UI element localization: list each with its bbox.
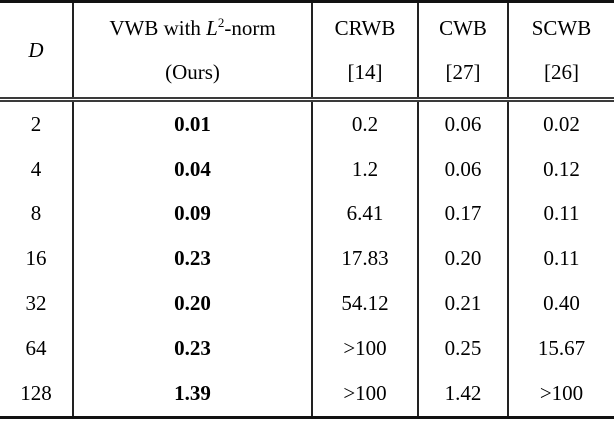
cell-vwb: 0.20 <box>72 281 312 326</box>
table-row: 32 0.20 54.12 0.21 0.40 <box>0 281 614 326</box>
cell-d: 8 <box>30 201 42 226</box>
math-symbol-d: D <box>28 37 44 62</box>
table-row: 2 0.01 0.2 0.06 0.02 <box>0 99 614 147</box>
column-header-vwb: VWB with L2-norm (Ours) <box>72 1 312 102</box>
cell-crwb: 1.2 <box>311 146 418 192</box>
cell-crwb: 17.83 <box>311 236 418 282</box>
cwb-header-title: CWB <box>439 16 487 40</box>
cell-d: 16 <box>25 246 47 271</box>
table-row: 8 0.09 6.41 0.17 0.11 <box>0 191 614 237</box>
table-row: 64 0.23 >100 0.25 15.67 <box>0 325 614 371</box>
cell-scwb: 0.12 <box>507 146 614 192</box>
cell-cwb: 0.17 <box>417 191 508 237</box>
table-row: 4 0.04 1.2 0.06 0.12 <box>0 146 614 192</box>
table-row: 16 0.23 17.83 0.20 0.11 <box>0 236 614 282</box>
cell-vwb: 0.09 <box>72 191 312 237</box>
cell-d: 64 <box>25 335 47 360</box>
cell-d: 128 <box>20 380 52 405</box>
cell-crwb: 0.2 <box>311 99 418 147</box>
cell-crwb: >100 <box>311 325 418 371</box>
cell-crwb: >100 <box>311 370 418 418</box>
cell-vwb: 0.01 <box>72 99 312 147</box>
cell-cwb: 0.06 <box>417 146 508 192</box>
cell-scwb: 15.67 <box>507 325 614 371</box>
cell-vwb: 1.39 <box>72 370 312 418</box>
superscript-2: 2 <box>217 15 225 30</box>
cell-vwb: 0.04 <box>72 146 312 192</box>
cell-cwb: 0.21 <box>417 281 508 326</box>
cell-scwb: 0.40 <box>507 281 614 326</box>
vwb-header-subtitle: (Ours) <box>165 60 220 84</box>
cell-cwb: 0.25 <box>417 325 508 371</box>
cell-cwb: 1.42 <box>417 370 508 418</box>
cell-crwb: 6.41 <box>311 191 418 237</box>
cell-scwb: 0.11 <box>507 191 614 237</box>
cell-cwb: 0.20 <box>417 236 508 282</box>
cwb-citation: [27] <box>445 60 481 84</box>
cell-vwb: 0.23 <box>72 325 312 371</box>
cell-cwb: 0.06 <box>417 99 508 147</box>
crwb-header-title: CRWB <box>334 16 396 40</box>
scwb-citation: [26] <box>544 60 579 84</box>
cell-scwb: >100 <box>507 370 614 418</box>
column-header-scwb: SCWB [26] <box>507 1 614 102</box>
table-header-row: D VWB with L2-norm (Ours) CRWB [14] CWB … <box>0 1 614 102</box>
math-symbol-l: L <box>206 16 218 40</box>
cell-d: 2 <box>30 111 42 136</box>
scwb-header-title: SCWB <box>531 16 592 40</box>
cell-scwb: 0.11 <box>507 236 614 282</box>
cell-crwb: 54.12 <box>311 281 418 326</box>
cell-scwb: 0.02 <box>507 99 614 147</box>
column-header-crwb: CRWB [14] <box>311 1 418 102</box>
column-header-cwb: CWB [27] <box>417 1 508 102</box>
crwb-citation: [14] <box>347 60 383 84</box>
vwb-header-title: VWB with L2-norm <box>109 15 276 40</box>
cell-d: 32 <box>25 291 47 316</box>
cell-d: 4 <box>30 156 42 181</box>
table-row: 128 1.39 >100 1.42 >100 <box>0 370 614 418</box>
column-header-d: D <box>0 1 73 102</box>
cell-vwb: 0.23 <box>72 236 312 282</box>
